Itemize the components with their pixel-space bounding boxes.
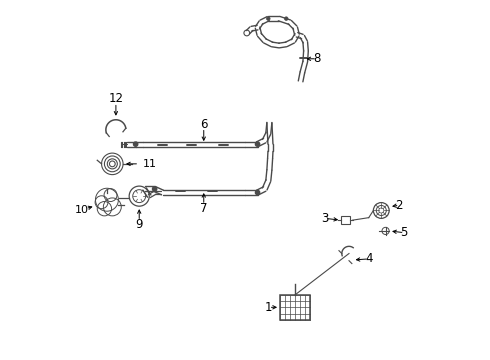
- Circle shape: [285, 17, 288, 21]
- Text: 3: 3: [321, 212, 328, 225]
- Text: 8: 8: [313, 52, 320, 65]
- Text: 7: 7: [200, 202, 207, 215]
- Circle shape: [152, 187, 157, 191]
- Text: 6: 6: [200, 118, 207, 131]
- Bar: [341, 216, 350, 225]
- Text: 1: 1: [265, 301, 272, 314]
- Text: 10: 10: [75, 205, 89, 215]
- Text: 4: 4: [365, 252, 372, 265]
- Circle shape: [267, 17, 270, 21]
- Bar: [280, 295, 311, 320]
- Text: 2: 2: [395, 199, 403, 212]
- Text: 12: 12: [108, 92, 123, 105]
- Text: 9: 9: [135, 218, 143, 231]
- Circle shape: [255, 190, 260, 195]
- Text: 11: 11: [143, 159, 157, 169]
- Circle shape: [133, 142, 138, 146]
- Text: 5: 5: [400, 226, 408, 239]
- Circle shape: [255, 142, 260, 146]
